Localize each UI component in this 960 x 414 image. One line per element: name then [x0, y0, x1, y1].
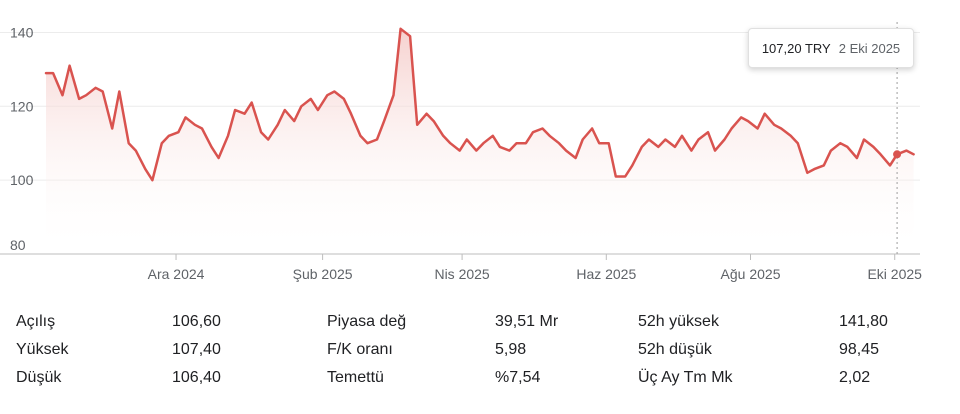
stat-label-52w-high: 52h yüksek: [638, 313, 719, 330]
x-tick-label: Eki 2025: [867, 266, 922, 282]
stat-value-market-cap: 39,51 Mr: [495, 313, 559, 330]
y-tick-label: 140: [10, 24, 34, 40]
stats-row: Yüksek 107,40 F/K oranı 5,98 52h düşük 9…: [0, 336, 960, 364]
stat-label-pe-ratio: F/K oranı: [327, 341, 393, 358]
y-tick-label: 80: [10, 237, 26, 253]
x-tick-label: Ara 2024: [148, 266, 205, 282]
stats-row: Açılış 106,60 Piyasa değ 39,51 Mr 52h yü…: [0, 308, 960, 336]
y-tick-label: 100: [10, 172, 34, 188]
stat-value-low: 106,40: [172, 369, 221, 386]
price-tooltip: 107,20 TRY 2 Eki 2025: [748, 28, 914, 68]
stat-value-high: 107,40: [172, 341, 221, 358]
stat-value-dividend: %7,54: [495, 369, 541, 386]
x-tick-label: Haz 2025: [576, 266, 636, 282]
tooltip-date: 2 Eki 2025: [838, 40, 901, 56]
stat-value-quarterly: 2,02: [839, 369, 871, 386]
x-tick-label: Şub 2025: [293, 266, 353, 282]
stat-label-dividend: Temettü: [327, 369, 384, 386]
stats-row: Düşük 106,40 Temettü %7,54 Üç Ay Tm Mk 2…: [0, 364, 960, 392]
x-tick-label: Nis 2025: [434, 266, 489, 282]
y-tick-label: 120: [10, 98, 34, 114]
x-tick-label: Ağu 2025: [721, 266, 781, 282]
stat-label-open: Açılış: [16, 313, 56, 330]
y-axis-labels: 80 100 120 140: [10, 24, 34, 253]
hover-point: [893, 150, 902, 159]
stat-label-52w-low: 52h düşük: [638, 341, 712, 358]
stat-label-low: Düşük: [16, 369, 62, 386]
x-axis-ticks: Ara 2024 Şub 2025 Nis 2025 Haz 2025 Ağu 2025…: [148, 254, 922, 282]
price-chart[interactable]: 80 100 120 140 Ara 2024 Şub 2025 Nis 2025 Haz …: [0, 0, 960, 290]
stat-value-pe-ratio: 5,98: [495, 341, 527, 358]
tooltip-price: 107,20 TRY: [761, 40, 831, 56]
stat-value-52w-low: 98,45: [839, 341, 880, 358]
price-area: [46, 28, 914, 254]
stat-label-quarterly: Üç Ay Tm Mk: [638, 369, 733, 386]
stat-label-market-cap: Piyasa değ: [327, 313, 407, 330]
price-line: [44, 27, 915, 182]
stat-value-52w-high: 141,80: [839, 313, 888, 330]
stat-label-high: Yüksek: [16, 341, 69, 358]
stat-value-open: 106,60: [172, 313, 221, 330]
